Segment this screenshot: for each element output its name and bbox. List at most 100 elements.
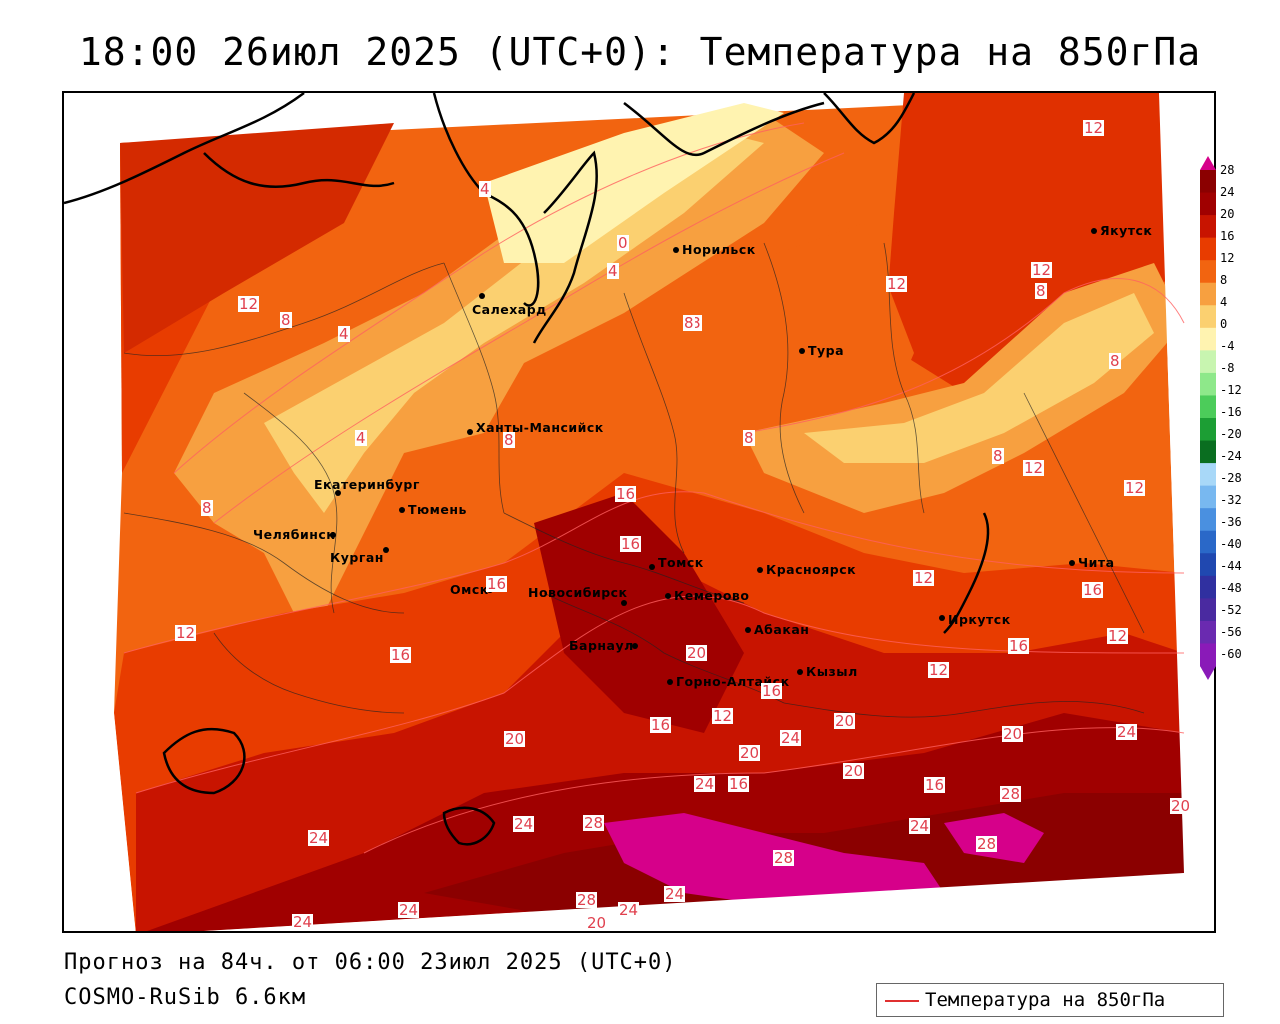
colorbar (1200, 156, 1216, 680)
forecast-info: Прогноз на 84ч. от 06:00 23июл 2025 (UTC… (64, 950, 677, 975)
city-marker (939, 615, 945, 621)
isotherm-label: 8 (503, 431, 515, 449)
colorbar-tick-label: -48 (1220, 581, 1242, 595)
isotherm-label: 20 (1170, 797, 1192, 815)
city-marker (467, 429, 473, 435)
isotherm-label: 12 (238, 295, 260, 313)
colorbar-tick-label: -20 (1220, 427, 1242, 441)
colorbar-tick-label: -12 (1220, 383, 1242, 397)
model-name: COSMO-RuSib 6.6км (64, 985, 307, 1010)
legend-line-swatch (885, 1000, 919, 1002)
colorbar-tick-label: -60 (1220, 647, 1242, 661)
city-marker (797, 669, 803, 675)
city-label: Горно-Алтайск (676, 674, 790, 689)
city-label: Абакан (754, 622, 810, 637)
isotherm-label: 8 (683, 314, 695, 332)
isotherm-label: 24 (1116, 723, 1138, 741)
isotherm-label: 24 (780, 729, 802, 747)
legend: Температура на 850гПа (876, 983, 1224, 1017)
isotherm-label: 12 (1031, 261, 1053, 279)
isotherm-label: 20 (686, 644, 708, 662)
map-title: 18:00 26июл 2025 (UTC+0): Температура на… (78, 30, 1202, 74)
city-label: Красноярск (766, 562, 857, 577)
colorbar-tick-label: 16 (1220, 229, 1235, 243)
city-label: Томск (658, 555, 704, 570)
city-label: Норильск (682, 242, 756, 257)
isotherm-label: 16 (486, 575, 508, 593)
city-label: Омск (450, 582, 489, 597)
isotherm-label: 8 (743, 429, 755, 447)
isotherm-label: 12 (1023, 459, 1045, 477)
colorbar-bottom-arrow (1200, 666, 1216, 680)
isotherm-label: 8 (992, 447, 1004, 465)
isotherm-label: 16 (728, 775, 750, 793)
map-area[interactable] (62, 91, 1216, 933)
colorbar-swatch (1200, 418, 1216, 442)
colorbar-swatch (1200, 485, 1216, 509)
isotherm-label: 28 (773, 849, 795, 867)
colorbar-tick-label: -52 (1220, 603, 1242, 617)
isotherm-label: 28 (583, 814, 605, 832)
city-label: Новосибирск (528, 585, 628, 600)
isotherm-label: 8 (280, 311, 292, 329)
isotherm-label: 12 (913, 569, 935, 587)
colorbar-tick-label: 28 (1220, 163, 1235, 177)
city-marker (667, 679, 673, 685)
colorbar-swatch (1200, 282, 1216, 306)
isotherm-label: 12 (1107, 627, 1129, 645)
city-label: Барнаул (569, 638, 634, 653)
colorbar-swatch (1200, 440, 1216, 464)
isotherm-label: 4 (355, 429, 367, 447)
city-label: Курган (330, 550, 384, 565)
colorbar-swatch (1200, 350, 1216, 374)
colorbar-tick-label: -40 (1220, 537, 1242, 551)
colorbar-tick-label: -56 (1220, 625, 1242, 639)
colorbar-tick-label: 24 (1220, 185, 1235, 199)
city-marker (632, 643, 638, 649)
isotherm-label: 4 (607, 262, 619, 280)
isotherm-label: 24 (664, 885, 686, 903)
isotherm-label: 24 (398, 901, 420, 919)
colorbar-tick-label: 20 (1220, 207, 1235, 221)
city-label: Иркутск (948, 612, 1011, 627)
colorbar-tick-label: 12 (1220, 251, 1235, 265)
city-marker (757, 567, 763, 573)
isotherm-label: 20 (586, 914, 608, 932)
isotherm-label: 28 (1000, 785, 1022, 803)
city-label: Чита (1078, 555, 1115, 570)
isotherm-label: 12 (886, 275, 908, 293)
city-marker (399, 507, 405, 513)
colorbar-tick-label: -8 (1220, 361, 1235, 375)
isotherm-label: 24 (308, 829, 330, 847)
isotherm-label: 8 (690, 314, 702, 332)
isotherm-label: 12 (175, 624, 197, 642)
isotherm-label: 16 (761, 682, 783, 700)
colorbar-tick-label: -16 (1220, 405, 1242, 419)
city-label: Кызыл (806, 664, 858, 679)
isotherm-label: 4 (338, 325, 350, 343)
colorbar-tick-label: -24 (1220, 449, 1242, 463)
city-marker (621, 600, 627, 606)
isotherm-label: 16 (615, 485, 637, 503)
colorbar-tick-label: 0 (1220, 317, 1228, 331)
isotherm-label: 24 (292, 913, 314, 931)
colorbar-tick-label: -44 (1220, 559, 1242, 573)
colorbar-tick-label: -36 (1220, 515, 1242, 529)
legend-label: Температура на 850гПа (925, 989, 1166, 1011)
colorbar-top-arrow (1200, 156, 1216, 170)
city-label: Тюмень (408, 502, 467, 517)
city-marker (673, 247, 679, 253)
isotherm-label: 16 (650, 716, 672, 734)
isotherm-label: 0 (617, 234, 629, 252)
isotherm-label: 8 (1035, 282, 1047, 300)
city-label: Салехард (472, 302, 547, 317)
city-marker (330, 532, 336, 538)
isotherm-label: 20 (504, 730, 526, 748)
colorbar-swatch (1200, 372, 1216, 396)
colorbar-swatch (1200, 553, 1216, 577)
city-marker (665, 593, 671, 599)
city-marker (1069, 560, 1075, 566)
isotherm-label: 16 (924, 776, 946, 794)
colorbar-swatch (1200, 620, 1216, 644)
colorbar-swatch (1200, 643, 1216, 667)
